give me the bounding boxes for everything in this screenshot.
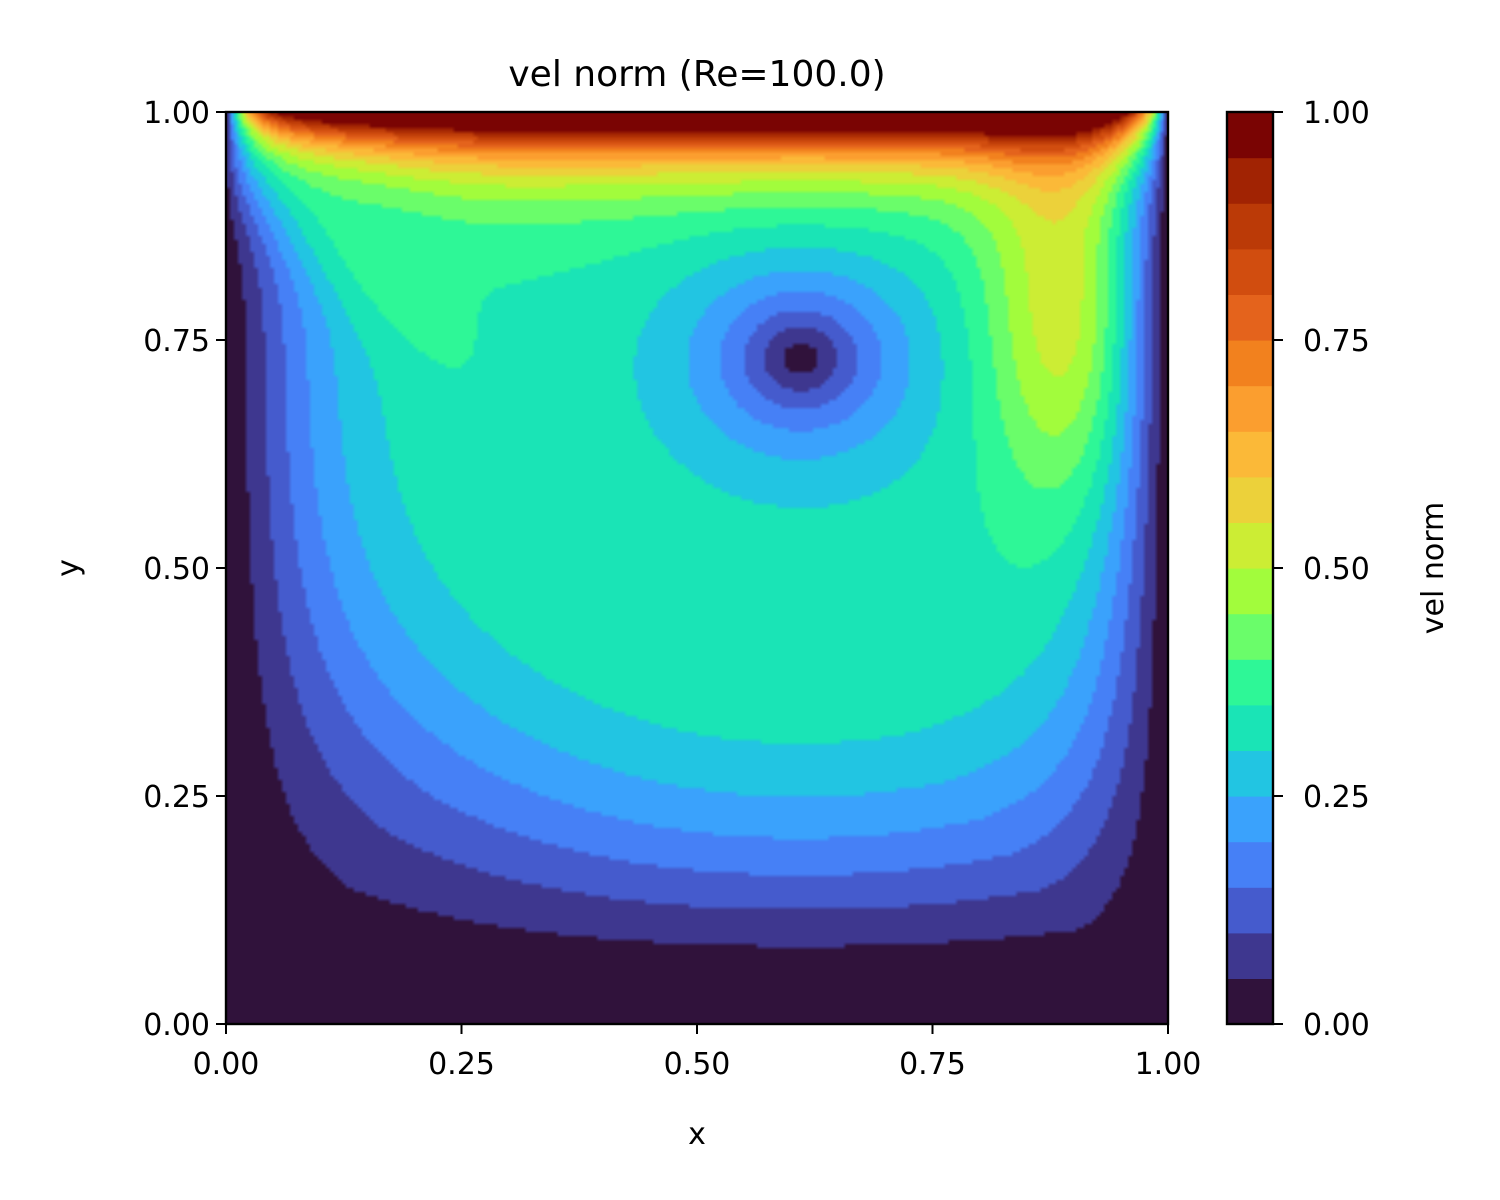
colorbar-segment [1227,568,1273,615]
colorbar-segment [1227,704,1273,751]
colorbar-label: vel norm [1416,502,1451,634]
colorbar-segment [1227,978,1273,1025]
colorbar-segment [1227,659,1273,706]
colorbar-segment [1227,385,1273,432]
x-tick-label: 0.50 [664,1047,731,1082]
y-tick-label: 0.75 [143,324,210,359]
y-tick-label: 0.00 [143,1008,210,1043]
colorbar-segment [1227,248,1273,295]
x-tick-label: 0.25 [428,1047,495,1082]
colorbar-tick-label: 1.00 [1303,96,1370,131]
colorbar-segment [1227,932,1273,979]
colorbar-segment [1227,157,1273,204]
colorbar-segment [1227,522,1273,569]
colorbar-tick-label: 0.25 [1303,780,1370,815]
x-tick-label: 1.00 [1135,1047,1202,1082]
colorbar-tick-label: 0.00 [1303,1008,1370,1043]
colorbar-segment [1227,613,1273,660]
plot-area [226,112,1168,1024]
colorbar-segment [1227,431,1273,478]
x-axis-label: x [688,1117,706,1152]
x-axis: 0.00 0.25 0.50 0.75 1.00 [193,1024,1202,1082]
x-tick-label: 0.75 [899,1047,966,1082]
y-tick-label: 0.50 [143,552,210,587]
colorbar-segment [1227,340,1273,387]
colorbar-segment [1227,476,1273,523]
colorbar-segment [1227,203,1273,250]
colorbar-segment [1227,887,1273,934]
y-axis: 0.00 0.25 0.50 0.75 1.00 [143,96,226,1043]
colorbar-segment [1227,112,1273,159]
colorbar-segment [1227,750,1273,797]
colorbar [1227,112,1273,1025]
y-tick-label: 0.25 [143,780,210,815]
y-axis-label: y [51,559,86,577]
y-tick-label: 1.00 [143,96,210,131]
colorbar-ticks: 0.00 0.25 0.50 0.75 1.00 [1273,96,1370,1043]
colorbar-segment [1227,294,1273,341]
colorbar-tick-label: 0.75 [1303,324,1370,359]
chart-title: vel norm (Re=100.0) [508,54,885,95]
colorbar-segment [1227,841,1273,888]
x-tick-label: 0.00 [193,1047,260,1082]
colorbar-tick-label: 0.50 [1303,552,1370,587]
colorbar-segment [1227,796,1273,843]
velocity-field [226,112,1168,1024]
